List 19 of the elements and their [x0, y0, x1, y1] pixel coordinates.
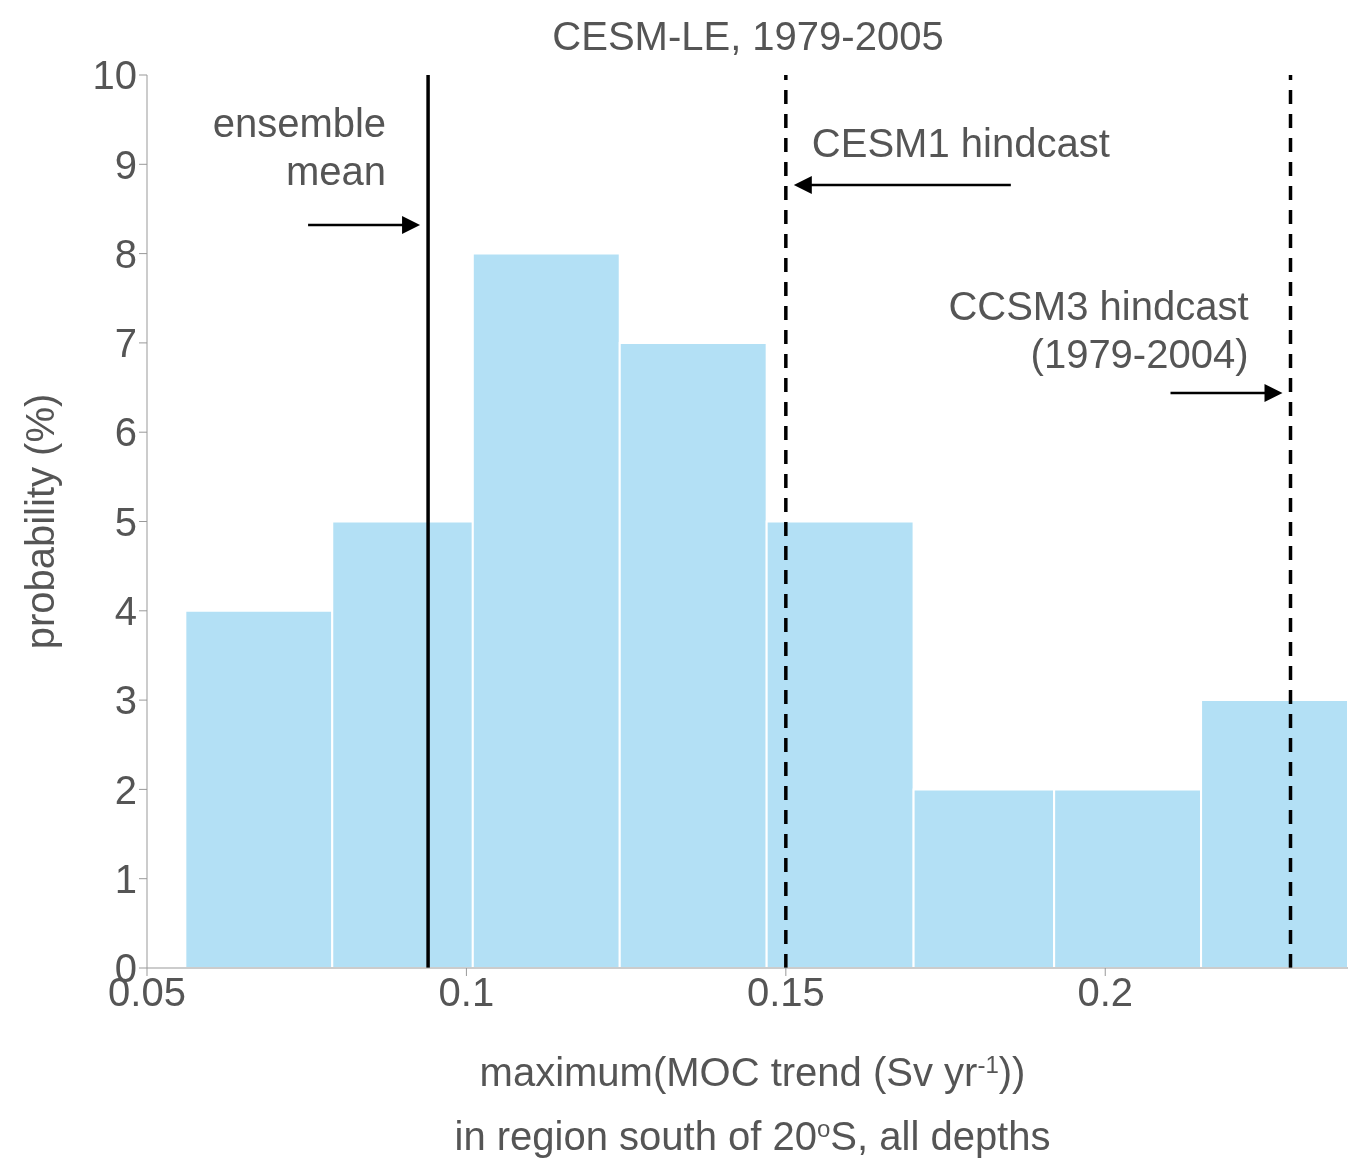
x-tick-label: 0.15: [746, 970, 825, 1015]
y-tick-label: 5: [114, 499, 137, 544]
chart-title: CESM-LE, 1979-2005: [552, 14, 944, 58]
y-tick-label: 6: [114, 410, 137, 455]
y-tick-label: 10: [92, 53, 137, 98]
y-tick-label: 9: [114, 142, 137, 187]
y-tick-label: 7: [114, 321, 137, 366]
ref-line-label: CCSM3 hindcast (1979-2004): [948, 284, 1249, 376]
y-tick-label: 2: [114, 767, 137, 812]
y-tick-label: 4: [114, 589, 137, 633]
text: maximum(MOC trend (Sv yr$^{-1}$)) in region south of 20$^{o}$S, all depths: [454, 1050, 1051, 1158]
x-tick-label: 0.2: [1077, 970, 1134, 1015]
y-tick-label: 8: [114, 231, 137, 276]
y-tick-label: 1: [114, 856, 137, 901]
ref-line-label: ensemble mean: [212, 101, 387, 193]
x-tick-label: 0.1: [438, 970, 495, 1015]
ref-line-label: CESM1 hindcast: [811, 121, 1110, 165]
y-axis-title: probability (%): [18, 393, 63, 650]
y-tick-label: 3: [114, 678, 137, 723]
